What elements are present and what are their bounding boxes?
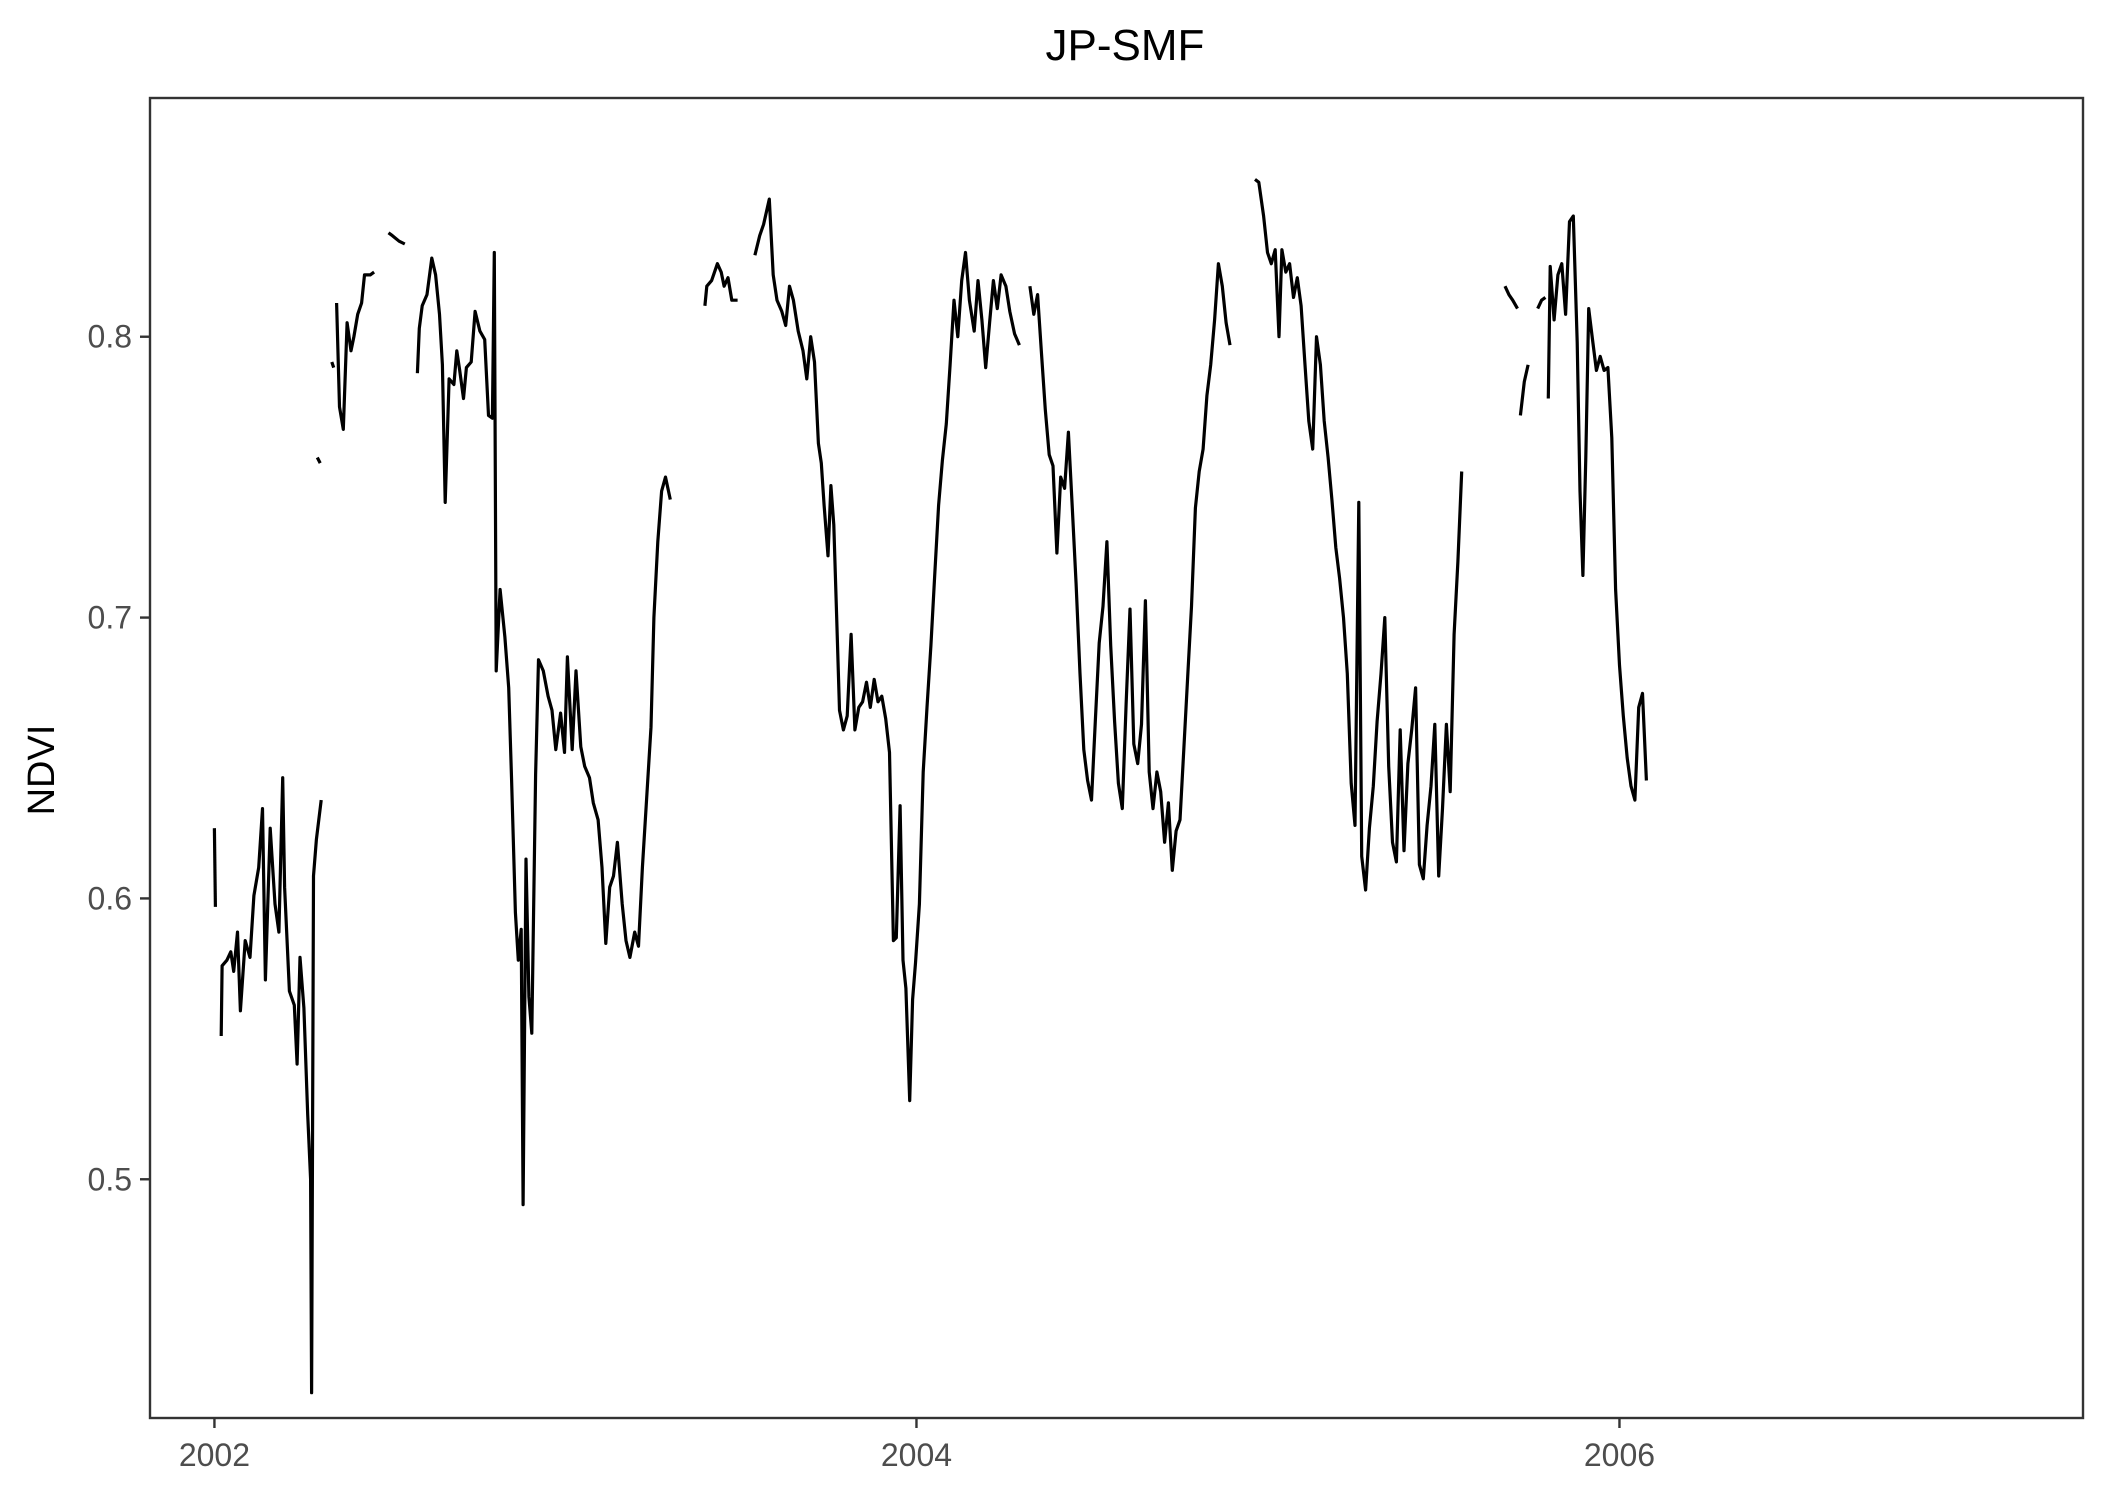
ndvi-line-segment [1536, 296, 1547, 310]
ndvi-line-segment [219, 776, 323, 1395]
ndvi-line-segment [1546, 214, 1648, 802]
y-tick-label: 0.7 [88, 600, 132, 636]
ndvi-line-segment [1254, 178, 1464, 892]
ndvi-line-segment [415, 250, 672, 1207]
ndvi-line-segment [1518, 364, 1530, 416]
ndvi-series [212, 178, 1648, 1395]
x-tick-label: 2006 [1584, 1437, 1655, 1473]
y-axis: 0.5 0.6 0.7 0.8 [88, 319, 150, 1197]
ndvi-line-segment [1028, 262, 1232, 872]
ndvi-line-segment [753, 197, 1021, 1103]
ndvi-line-segment [335, 270, 376, 431]
y-axis-title: NDVI [21, 725, 63, 816]
y-tick-label: 0.6 [88, 880, 132, 916]
plot-panel-border [148, 96, 2085, 1420]
y-tick-label: 0.8 [88, 319, 132, 355]
ndvi-line-segment [703, 262, 738, 306]
ndvi-line-segment [1503, 285, 1519, 310]
ndvi-line-segment [387, 231, 406, 246]
chart-title: JP-SMF [1046, 21, 1205, 70]
x-axis: 2002 2004 2006 [179, 1418, 1655, 1473]
ndvi-line-segment [212, 828, 217, 907]
x-tick-label: 2004 [881, 1437, 952, 1473]
ndvi-line-segment [315, 456, 322, 464]
ndvi-line-segment [330, 361, 336, 369]
x-tick-label: 2002 [179, 1437, 250, 1473]
y-tick-label: 0.5 [88, 1161, 132, 1197]
